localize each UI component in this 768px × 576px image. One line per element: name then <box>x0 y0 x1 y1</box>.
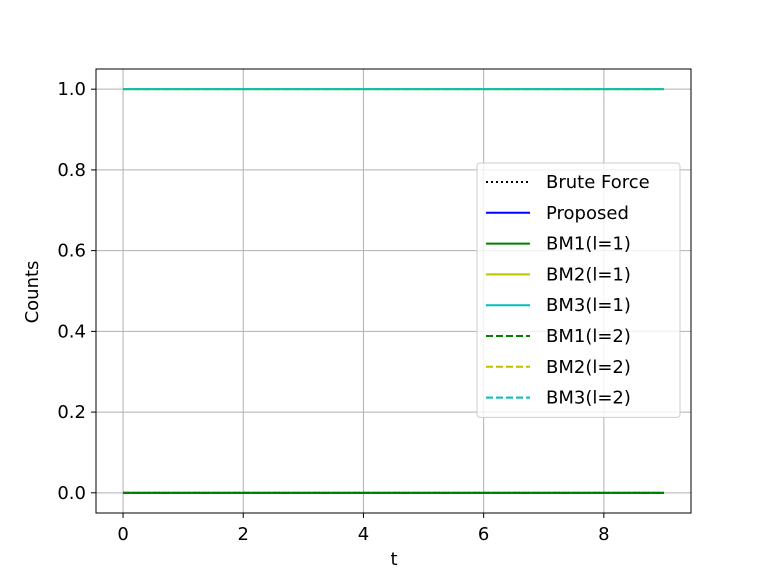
x-tick-label: 2 <box>238 524 249 545</box>
x-tick-label: 6 <box>478 524 489 545</box>
y-tick-label: 0.8 <box>57 160 86 181</box>
x-tick-label: 0 <box>117 524 128 545</box>
legend-label-6: BM2(l=2) <box>546 357 631 378</box>
plot-frame <box>95 68 692 514</box>
y-tick-label: 0.4 <box>57 321 86 342</box>
y-tick-label: 0.6 <box>57 241 86 262</box>
y-tick-label: 0.2 <box>57 402 86 423</box>
x-tick-label: 4 <box>358 524 369 545</box>
ticks: 0 2 4 6 8 0.0 0.2 0.4 0.6 0.8 1.0 <box>57 79 609 545</box>
legend: Brute Force Proposed BM1(l=1) BM2(l=1) BM3(l… <box>476 162 681 418</box>
y-tick-label: 1.0 <box>57 79 86 100</box>
x-tick-label: 8 <box>598 524 609 545</box>
legend-label-5: BM1(l=2) <box>546 326 631 347</box>
legend-box <box>476 162 681 418</box>
x-axis-label: t <box>390 549 397 570</box>
y-axis-label: Counts <box>22 261 43 324</box>
legend-label-3: BM2(l=1) <box>546 264 631 285</box>
series-group <box>123 88 664 494</box>
legend-label-7: BM3(l=2) <box>546 388 631 409</box>
legend-label-1: Proposed <box>546 203 629 224</box>
legend-label-2: BM1(l=1) <box>546 234 631 255</box>
y-tick-label: 0.0 <box>57 483 86 504</box>
legend-label-0: Brute Force <box>546 172 650 193</box>
legend-label-4: BM3(l=1) <box>546 295 631 316</box>
